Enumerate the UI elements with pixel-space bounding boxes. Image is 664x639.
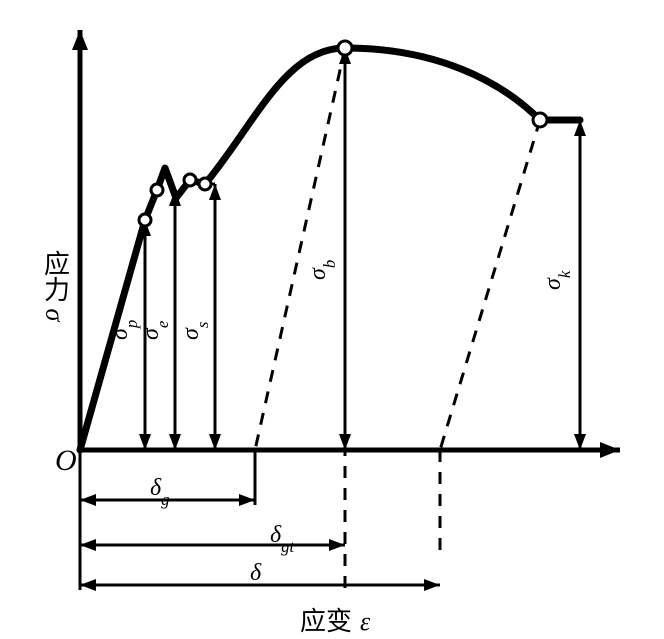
stress-strain-curve xyxy=(80,48,580,450)
unload-b xyxy=(255,48,345,450)
label-sigma_p: σp xyxy=(107,320,141,340)
label-sigma_k: σk xyxy=(540,270,574,290)
x-axis-label-cjk: 应变 xyxy=(300,607,352,636)
label-sigma_b: σb xyxy=(305,260,339,280)
origin-label: O xyxy=(55,444,77,477)
label-delta_g: δg xyxy=(150,475,170,509)
label-sigma_e: σe xyxy=(138,320,172,340)
marker-K xyxy=(533,113,547,127)
marker-B xyxy=(338,41,352,55)
x-axis-label-eps: ε xyxy=(360,607,371,636)
label-delta_gt: δgt xyxy=(270,522,295,556)
marker-S3 xyxy=(184,174,196,186)
unload-k xyxy=(440,120,540,450)
y-axis-label: 应力 σ xyxy=(41,250,70,323)
stress-strain-diagram: σpσeσs σb σk δg δgtδ O 应力 σ 应变 ε xyxy=(0,0,664,639)
marker-S4 xyxy=(199,178,211,190)
marker-P xyxy=(139,214,151,226)
marker-E xyxy=(151,184,163,196)
label-delta: δ xyxy=(250,560,262,586)
label-sigma_s: σs xyxy=(178,321,212,340)
